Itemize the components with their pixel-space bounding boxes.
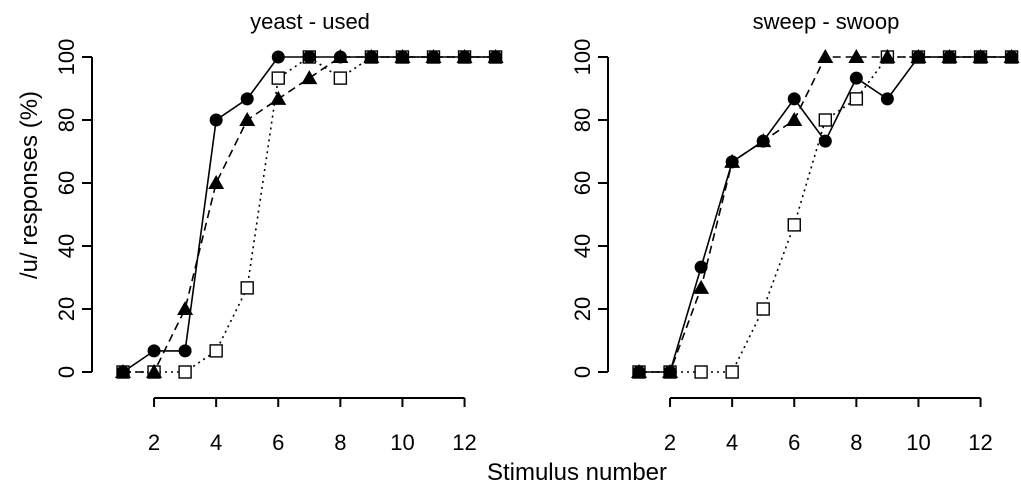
y-tick-label: 40 bbox=[54, 234, 79, 258]
data-point-circle bbox=[849, 71, 863, 85]
data-point-circle bbox=[725, 155, 739, 169]
data-point-circle bbox=[818, 134, 832, 148]
series-line-filled-triangle bbox=[123, 56, 496, 373]
x-tick-label: 10 bbox=[906, 430, 930, 455]
panel-yeast-used: yeast - used 0 20 40 60 80 100 2 4 6 8 10 12 bbox=[54, 9, 504, 455]
data-point-square bbox=[178, 365, 192, 379]
series-line-open-square bbox=[639, 56, 1012, 373]
data-point-triangle bbox=[239, 112, 256, 126]
data-point-triangle bbox=[693, 279, 710, 294]
panel-title: sweep - swoop bbox=[753, 9, 900, 34]
data-point-circle bbox=[209, 113, 223, 127]
y-tick-label: 60 bbox=[570, 171, 595, 195]
data-point-triangle bbox=[177, 301, 194, 315]
data-point-circle bbox=[632, 365, 646, 379]
x-tick-label: 12 bbox=[452, 430, 476, 455]
x-tick-label: 2 bbox=[148, 430, 160, 455]
data-point-circle bbox=[116, 365, 130, 379]
plot-area: 0 20 40 60 80 100 2 4 6 8 10 12 bbox=[570, 39, 1020, 455]
x-tick-label: 6 bbox=[788, 430, 800, 455]
data-point-circle bbox=[663, 365, 677, 379]
data-point-square bbox=[818, 113, 832, 127]
series-line-filled-circle bbox=[122, 56, 496, 373]
data-point-square bbox=[787, 218, 801, 232]
y-axis-title: /u/ responses (%) bbox=[16, 91, 43, 279]
data-point-circle bbox=[364, 50, 378, 64]
x-tick-label: 2 bbox=[664, 430, 676, 455]
x-tick-label: 8 bbox=[334, 430, 346, 455]
series-line-filled-circle bbox=[639, 56, 1012, 373]
series-line-open-square bbox=[123, 56, 496, 373]
data-point-circle bbox=[458, 50, 472, 64]
y-tick-label: 0 bbox=[54, 366, 79, 378]
data-point-circle bbox=[974, 50, 988, 64]
data-point-square bbox=[694, 365, 708, 379]
data-point-square bbox=[209, 344, 223, 358]
x-tick-label: 12 bbox=[968, 430, 992, 455]
y-tick-label: 100 bbox=[570, 39, 595, 76]
x-tick-label: 4 bbox=[210, 430, 222, 455]
data-point-circle bbox=[395, 50, 409, 64]
data-point-circle bbox=[489, 50, 503, 64]
y-tick-label: 20 bbox=[570, 297, 595, 321]
data-point-triangle bbox=[786, 112, 803, 126]
data-point-circle bbox=[694, 260, 708, 274]
y-tick-label: 80 bbox=[54, 108, 79, 132]
x-tick-label: 6 bbox=[272, 430, 284, 455]
data-point-circle bbox=[756, 134, 770, 148]
data-point-circle bbox=[427, 50, 440, 64]
x-tick-label: 8 bbox=[850, 430, 862, 455]
data-point-triangle bbox=[208, 175, 225, 189]
y-tick-label: 60 bbox=[54, 171, 79, 195]
x-tick-label: 10 bbox=[390, 430, 414, 455]
x-tick-label: 4 bbox=[726, 430, 738, 455]
y-tick-label: 40 bbox=[570, 234, 595, 258]
panel-title: yeast - used bbox=[250, 9, 370, 34]
y-tick-label: 100 bbox=[54, 39, 79, 76]
data-point-circle bbox=[178, 344, 192, 358]
data-point-circle bbox=[333, 50, 347, 64]
data-point-square bbox=[271, 71, 285, 85]
series-line-filled-triangle bbox=[639, 56, 1012, 373]
data-point-square bbox=[756, 302, 770, 316]
y-tick-label: 20 bbox=[54, 297, 79, 321]
data-point-triangle bbox=[879, 49, 896, 63]
data-point-circle bbox=[302, 50, 316, 64]
data-point-triangle bbox=[270, 90, 287, 105]
data-point-square bbox=[333, 71, 348, 85]
data-point-square bbox=[725, 365, 739, 379]
data-point-circle bbox=[147, 344, 161, 358]
y-tick-label: 0 bbox=[570, 366, 595, 378]
data-point-circle bbox=[943, 50, 956, 64]
data-point-circle bbox=[1005, 50, 1019, 64]
data-point-triangle bbox=[848, 49, 865, 63]
data-point-triangle bbox=[301, 70, 318, 85]
data-point-circle bbox=[880, 92, 894, 106]
data-point-square bbox=[240, 281, 254, 295]
data-point-circle bbox=[240, 92, 254, 106]
data-point-circle bbox=[271, 50, 285, 64]
y-tick-label: 80 bbox=[570, 108, 595, 132]
data-point-triangle bbox=[146, 364, 163, 378]
data-point-circle bbox=[911, 50, 925, 64]
data-point-triangle bbox=[817, 49, 834, 63]
data-point-circle bbox=[787, 92, 801, 106]
data-point-square bbox=[849, 92, 864, 106]
panel-sweep-swoop: sweep - swoop 0 20 40 60 80 100 2 4 6 8 10 12 bbox=[570, 9, 1020, 455]
plot-area: 0 20 40 60 80 100 2 4 6 8 10 12 bbox=[54, 39, 504, 455]
x-axis-title: Stimulus number bbox=[487, 459, 667, 486]
